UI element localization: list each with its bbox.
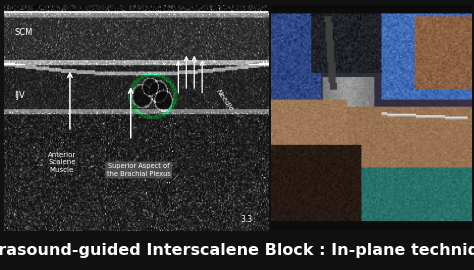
Text: Needle: Needle xyxy=(215,88,235,112)
Text: SCM: SCM xyxy=(14,28,33,37)
Text: Anterior
Scalene
Muscle: Anterior Scalene Muscle xyxy=(48,152,76,173)
Text: IJV: IJV xyxy=(14,91,25,100)
Text: Ultrasound-guided Interscalene Block : In-plane technique: Ultrasound-guided Interscalene Block : I… xyxy=(0,243,474,258)
Text: Superior Aspect of
the Brachial Plexus: Superior Aspect of the Brachial Plexus xyxy=(107,163,171,177)
Text: 3.3: 3.3 xyxy=(240,215,253,224)
